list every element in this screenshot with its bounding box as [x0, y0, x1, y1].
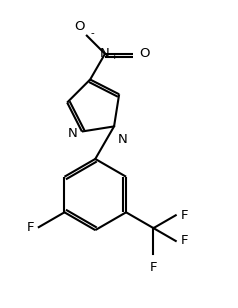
Text: -: -	[91, 28, 94, 38]
Text: N: N	[68, 127, 78, 140]
Text: F: F	[26, 221, 34, 234]
Text: F: F	[150, 261, 157, 274]
Text: F: F	[181, 209, 188, 222]
Text: N: N	[118, 133, 128, 146]
Text: N: N	[100, 47, 110, 60]
Text: +: +	[110, 52, 117, 61]
Text: F: F	[181, 234, 188, 247]
Text: O: O	[139, 47, 150, 60]
Text: O: O	[74, 20, 85, 33]
